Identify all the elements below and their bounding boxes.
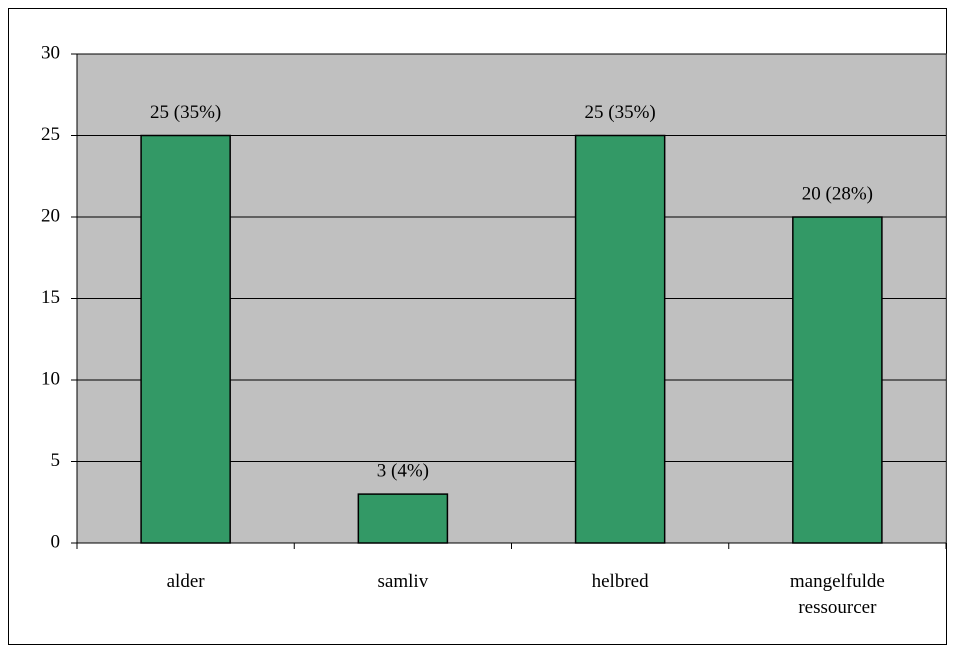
y-tick-label: 20 [41, 205, 60, 226]
y-tick-label: 25 [41, 124, 60, 145]
y-tick-label: 5 [51, 450, 61, 471]
y-tick-label: 0 [51, 531, 61, 552]
x-tick-label: samliv [377, 571, 429, 592]
value-label: 25 (35%) [585, 102, 656, 123]
bar [140, 134, 231, 544]
y-tick-label: 10 [41, 368, 60, 389]
value-label: 25 (35%) [150, 102, 221, 123]
value-label: 3 (4%) [377, 460, 429, 481]
x-tick-label: helbred [591, 571, 649, 592]
x-tick-label: mangelfulde ressourcer [789, 571, 885, 618]
x-tick-label: alder [166, 571, 205, 592]
bar [792, 216, 883, 544]
y-tick-label: 30 [41, 42, 60, 63]
value-label: 20 (28%) [802, 183, 873, 204]
bar [574, 134, 666, 544]
bar [357, 493, 449, 544]
y-tick-label: 15 [41, 287, 60, 308]
